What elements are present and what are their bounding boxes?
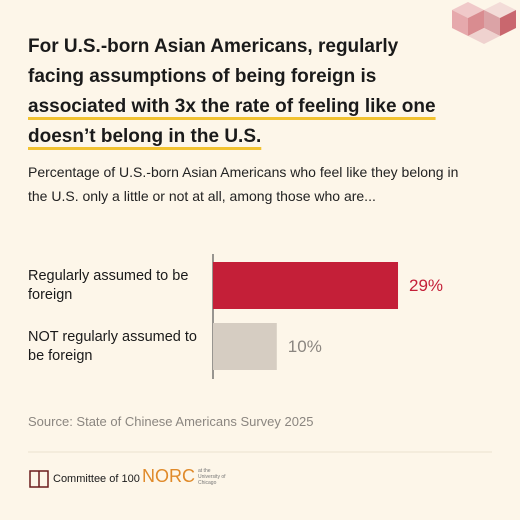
bar bbox=[213, 262, 399, 309]
logo-icon bbox=[29, 470, 49, 488]
logo-norc-text: NORC bbox=[142, 466, 195, 486]
bar bbox=[213, 323, 277, 370]
category-label: Regularly assumed to be foreign bbox=[28, 267, 189, 303]
logo-norc: NORC at the University of Chicago bbox=[142, 466, 232, 487]
source: Source: State of Chinese Americans Surve… bbox=[28, 414, 314, 429]
title-text: For U.S.-born Asian Americans, regularly… bbox=[28, 36, 399, 87]
category-label: NOT regularly assumed to be foreign bbox=[28, 328, 197, 364]
decor-cubes bbox=[452, 2, 516, 44]
chart-title: For U.S.-born Asian Americans, regularly… bbox=[28, 32, 448, 152]
logo-c100: Committee of 100 bbox=[28, 468, 140, 490]
value-label: 10% bbox=[288, 337, 322, 356]
title-highlight: associated with 3x the rate of feeling l… bbox=[28, 96, 436, 147]
subtitle: Percentage of U.S.-born Asian Americans … bbox=[28, 164, 459, 204]
logo-norc-sub: at the University of Chicago bbox=[198, 467, 226, 486]
logo-text: Committee of 100 bbox=[53, 473, 140, 485]
value-label: 29% bbox=[409, 276, 443, 295]
